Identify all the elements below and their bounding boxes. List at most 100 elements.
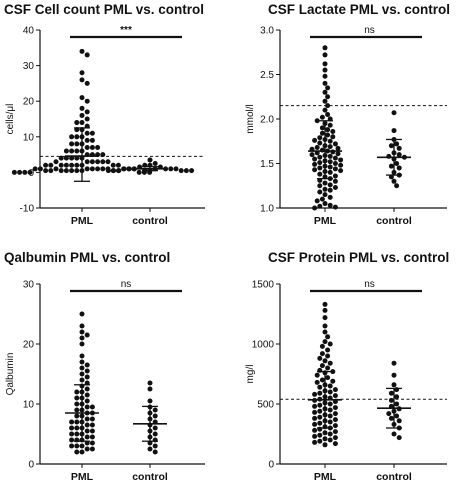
data-point xyxy=(332,387,338,393)
data-point xyxy=(317,203,323,209)
category-label-pml: PML xyxy=(314,471,337,481)
data-point xyxy=(322,98,328,104)
data-point xyxy=(317,390,323,396)
data-point xyxy=(317,420,323,426)
data-point xyxy=(152,449,158,455)
data-point xyxy=(388,415,394,421)
data-point xyxy=(84,404,90,410)
data-point xyxy=(332,429,338,435)
data-point xyxy=(100,166,106,172)
data-point xyxy=(327,182,333,188)
significance-label: *** xyxy=(120,25,132,36)
data-point xyxy=(327,159,333,165)
data-point xyxy=(338,162,344,168)
data-point xyxy=(100,152,106,158)
data-point xyxy=(319,114,325,120)
data-point xyxy=(332,435,338,441)
y-tick-label: 1.0 xyxy=(260,204,274,215)
data-point xyxy=(121,166,127,172)
data-point xyxy=(327,401,333,407)
data-point xyxy=(69,155,75,161)
data-point xyxy=(58,155,64,161)
data-point xyxy=(147,446,153,452)
data-point xyxy=(332,155,338,161)
data-point xyxy=(332,161,338,166)
data-point xyxy=(69,443,75,449)
data-point xyxy=(325,353,331,359)
data-point xyxy=(69,431,75,437)
data-point xyxy=(79,449,85,455)
data-point xyxy=(100,159,106,165)
data-point xyxy=(89,144,95,150)
data-point xyxy=(79,365,85,371)
data-point xyxy=(79,353,85,359)
data-point xyxy=(319,147,325,153)
data-point xyxy=(314,372,320,378)
data-point xyxy=(79,95,85,101)
data-point xyxy=(126,166,132,172)
data-point xyxy=(319,125,325,131)
category-label-pml: PML xyxy=(71,471,94,481)
data-point xyxy=(314,144,320,150)
data-point xyxy=(317,384,323,390)
cell-count-panel: CSF Cell count PML vs. control cells/μl … xyxy=(4,2,205,227)
data-point xyxy=(325,375,331,381)
category-label-control: control xyxy=(132,471,168,481)
data-point xyxy=(89,428,95,434)
data-point xyxy=(325,103,331,109)
data-point xyxy=(322,186,328,192)
data-point xyxy=(89,166,95,172)
data-point xyxy=(312,433,318,439)
data-point xyxy=(147,386,153,392)
data-point xyxy=(322,107,328,113)
data-point xyxy=(95,166,101,172)
data-point xyxy=(74,162,80,168)
lactate-panel: CSF Lactate PML vs. control mmol/l ns PM… xyxy=(245,2,450,227)
data-point xyxy=(84,116,90,122)
data-point xyxy=(115,162,121,168)
data-point xyxy=(312,409,318,415)
data-point xyxy=(63,148,69,154)
category-label-control: control xyxy=(376,471,412,481)
data-point xyxy=(386,411,392,417)
data-point xyxy=(22,169,28,175)
qalbumin-panel: Qalbumin PML vs. control Qalbumin ns PML… xyxy=(4,250,205,481)
protein-panel: CSF Protein PML vs. control mg/l ns PML … xyxy=(245,250,449,481)
data-point xyxy=(116,168,122,174)
data-point xyxy=(89,130,95,136)
y-tick-label: 500 xyxy=(257,400,274,411)
data-point xyxy=(69,141,75,147)
data-point xyxy=(327,122,333,128)
data-point xyxy=(388,390,394,396)
data-point xyxy=(74,395,80,401)
data-point xyxy=(327,389,333,395)
data-point xyxy=(396,152,402,158)
data-point xyxy=(322,192,328,198)
data-point xyxy=(319,377,325,383)
y-tick-label: 20 xyxy=(23,340,35,351)
data-point xyxy=(27,169,33,175)
data-point xyxy=(74,155,80,161)
data-point xyxy=(332,173,338,179)
data-point xyxy=(69,134,75,140)
data-point xyxy=(391,372,397,378)
data-point xyxy=(312,161,318,167)
data-point xyxy=(394,413,400,419)
data-point xyxy=(317,438,323,444)
data-point xyxy=(330,149,336,155)
data-point xyxy=(327,431,333,437)
data-point xyxy=(332,204,338,210)
data-point xyxy=(317,408,323,414)
data-point xyxy=(322,358,328,364)
data-point xyxy=(84,109,90,115)
data-point xyxy=(84,52,90,58)
data-point xyxy=(84,159,90,165)
data-point xyxy=(317,165,323,171)
y-axis-label: mg/l xyxy=(245,365,256,384)
data-point xyxy=(391,360,397,366)
data-point xyxy=(312,439,318,445)
data-point xyxy=(74,449,80,455)
data-point xyxy=(79,359,85,365)
category-label-control: control xyxy=(132,215,168,227)
data-point xyxy=(168,166,174,172)
